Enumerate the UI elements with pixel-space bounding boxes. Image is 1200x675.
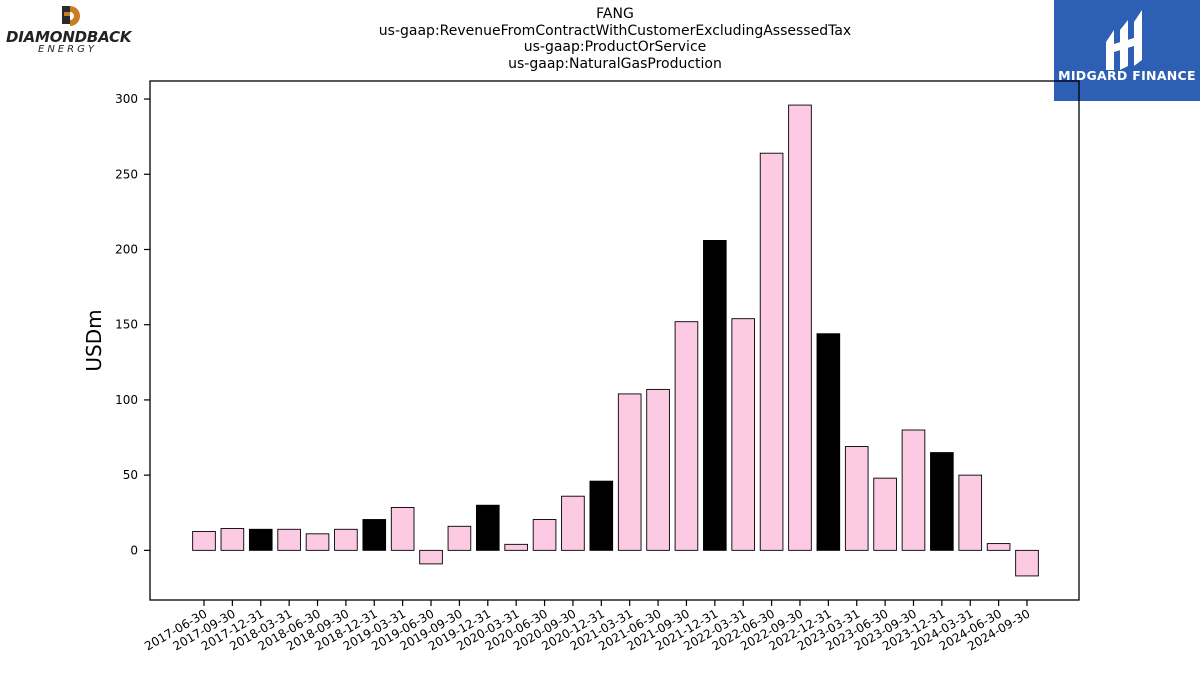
bar-2021-09-30 <box>674 321 699 551</box>
y-tick-label: 250 <box>115 167 138 181</box>
bar-2024-06-30 <box>986 543 1011 551</box>
y-axis-label-group: USDm <box>82 309 106 371</box>
chart-title-ticker: FANG <box>596 6 634 22</box>
midgard-finance-logo: MIDGARD FINANCE <box>1054 0 1200 101</box>
bar-2020-12-31 <box>589 480 614 551</box>
y-tick-label: 300 <box>115 92 138 106</box>
bar-2023-09-30 <box>901 429 926 551</box>
plot-frame <box>149 80 1080 601</box>
bar-2023-03-31 <box>844 446 869 551</box>
bar-2017-06-30 <box>192 531 216 551</box>
bar-2018-06-30 <box>305 533 330 551</box>
chart-title-member: us-gaap:NaturalGasProduction <box>508 55 722 72</box>
y-tick-label: 0 <box>130 543 138 557</box>
bar-2019-12-31 <box>475 504 500 551</box>
midgard-emblem-icon <box>1106 10 1142 70</box>
diamondback-logo: DIAMONDBACK ENERGY <box>4 4 144 58</box>
bar-2020-09-30 <box>561 495 585 551</box>
bar-2018-09-30 <box>334 528 358 551</box>
bar-2024-09-30 <box>1015 549 1039 577</box>
bar-2022-03-31 <box>731 318 756 551</box>
midgard-logo-name: MIDGARD FINANCE <box>1058 68 1196 83</box>
x-axis-ticks: 2017-06-302017-09-302017-12-312018-03-31… <box>142 600 1033 653</box>
chart-title-concept: us-gaap:RevenueFromContractWithCustomerE… <box>378 22 852 39</box>
bar-2018-03-31 <box>277 528 301 551</box>
y-tick-label: 200 <box>115 242 138 256</box>
chart-title-axis: us-gaap:ProductOrService <box>523 39 707 55</box>
y-tick-label: 50 <box>123 468 138 482</box>
bar-2022-06-30 <box>759 152 784 551</box>
bar-2017-09-30 <box>220 528 245 551</box>
bar-2019-09-30 <box>447 525 472 551</box>
diamondback-logo-name: DIAMONDBACK <box>6 28 132 46</box>
bar-2019-03-31 <box>390 507 415 551</box>
bar-2021-06-30 <box>646 388 670 551</box>
bar-2021-03-31 <box>617 393 642 551</box>
diamondback-emblem-icon <box>62 6 80 26</box>
bar-2024-03-31 <box>958 474 983 551</box>
bar-2020-06-30 <box>532 519 557 551</box>
bars <box>192 104 1039 577</box>
bar-2023-12-31 <box>930 452 954 551</box>
bar-2022-09-30 <box>788 104 812 551</box>
bar-2019-06-30 <box>419 549 443 565</box>
y-axis-label: USDm <box>82 309 106 371</box>
bar-2021-12-31 <box>703 240 727 551</box>
y-tick-label: 100 <box>115 393 138 407</box>
bar-2023-06-30 <box>873 477 897 551</box>
bar-2017-12-31 <box>248 528 273 551</box>
diamondback-logo-sub: ENERGY <box>38 44 97 55</box>
chart-title-block: FANG us-gaap:RevenueFromContractWithCust… <box>315 6 915 72</box>
y-tick-label: 150 <box>115 318 138 332</box>
y-axis-ticks: 0 50 100 150 200 250 300 <box>115 92 150 557</box>
bar-2018-12-31 <box>362 519 387 551</box>
bar-2020-03-31 <box>504 543 528 551</box>
bar-2022-12-31 <box>816 333 841 551</box>
